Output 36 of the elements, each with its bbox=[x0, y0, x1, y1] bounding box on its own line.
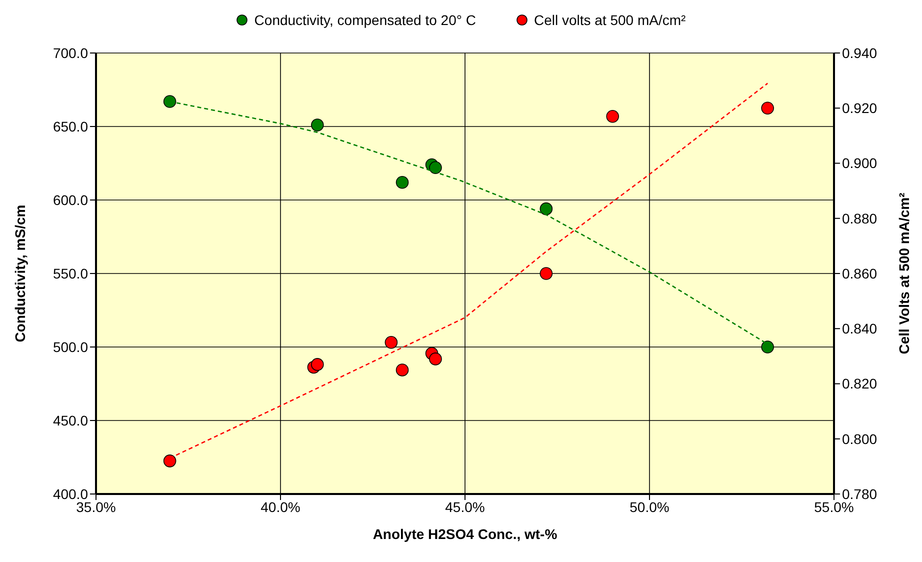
y2-tick-label: 0.820 bbox=[842, 376, 878, 392]
point bbox=[396, 364, 409, 376]
point bbox=[163, 95, 176, 108]
point bbox=[311, 358, 324, 371]
x-tick-label: 50.0% bbox=[630, 498, 670, 515]
y2-tick-label: 0.940 bbox=[842, 44, 878, 61]
y-tick-label: 450.0 bbox=[52, 412, 88, 428]
legend-label: Conductivity, compensated to 20° C bbox=[254, 12, 476, 28]
point bbox=[761, 102, 774, 115]
point bbox=[606, 110, 619, 123]
point bbox=[163, 454, 176, 468]
y2-tick-label: 0.860 bbox=[842, 265, 878, 282]
y-tick-label: 500.0 bbox=[52, 338, 88, 355]
x-axis-title: Anolyte H2SO4 Conc., wt-% bbox=[372, 526, 558, 542]
point bbox=[429, 161, 442, 174]
y-tick-label: 700.0 bbox=[52, 44, 88, 61]
legend-label: Cell volts at 500 mA/cm² bbox=[534, 12, 686, 28]
point bbox=[761, 340, 774, 354]
y2-tick-label: 0.920 bbox=[842, 100, 878, 116]
x-tick-label: 40.0% bbox=[260, 498, 300, 515]
point bbox=[540, 267, 553, 280]
y2-tick-label: 0.800 bbox=[842, 430, 878, 447]
y-tick-label: 650.0 bbox=[52, 118, 88, 134]
y2-tick-label: 0.840 bbox=[842, 320, 878, 337]
y-tick-label: 600.0 bbox=[52, 192, 88, 208]
x-tick-label: 45.0% bbox=[445, 498, 485, 515]
y2-axis-title: Cell Volts at 500 mA/cm² bbox=[896, 192, 912, 354]
point bbox=[540, 202, 553, 216]
point bbox=[396, 176, 409, 189]
point bbox=[429, 352, 442, 366]
point bbox=[311, 118, 324, 132]
y-axis-title: Conductivity, mS/cm bbox=[12, 204, 28, 342]
y2-tick-label: 0.900 bbox=[842, 155, 878, 172]
y-tick-label: 550.0 bbox=[52, 265, 88, 282]
y2-tick-label: 0.880 bbox=[842, 210, 878, 226]
point bbox=[384, 336, 398, 349]
